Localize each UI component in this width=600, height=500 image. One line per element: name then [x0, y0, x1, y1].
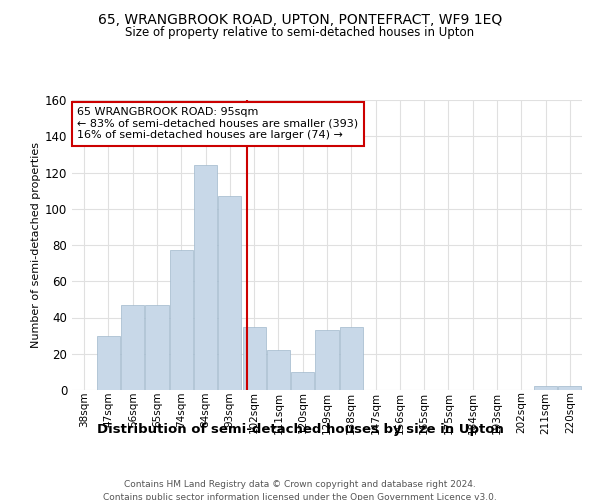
Text: Distribution of semi-detached houses by size in Upton: Distribution of semi-detached houses by … [97, 422, 503, 436]
Bar [291, 372, 314, 390]
Text: Contains public sector information licensed under the Open Government Licence v3: Contains public sector information licen… [103, 492, 497, 500]
Bar [170, 250, 193, 390]
Bar [534, 386, 557, 390]
Y-axis label: Number of semi-detached properties: Number of semi-detached properties [31, 142, 41, 348]
Text: 65, WRANGBROOK ROAD, UPTON, PONTEFRACT, WF9 1EQ: 65, WRANGBROOK ROAD, UPTON, PONTEFRACT, … [98, 12, 502, 26]
Bar [121, 305, 144, 390]
Bar [559, 386, 581, 390]
Text: Size of property relative to semi-detached houses in Upton: Size of property relative to semi-detach… [125, 26, 475, 39]
Bar [316, 330, 338, 390]
Text: Contains HM Land Registry data © Crown copyright and database right 2024.: Contains HM Land Registry data © Crown c… [124, 480, 476, 489]
Bar [242, 326, 266, 390]
Bar [97, 336, 120, 390]
Bar [194, 165, 217, 390]
Bar [145, 305, 169, 390]
Bar [218, 196, 241, 390]
Bar [267, 350, 290, 390]
Text: 65 WRANGBROOK ROAD: 95sqm
← 83% of semi-detached houses are smaller (393)
16% of: 65 WRANGBROOK ROAD: 95sqm ← 83% of semi-… [77, 108, 358, 140]
Bar [340, 326, 363, 390]
